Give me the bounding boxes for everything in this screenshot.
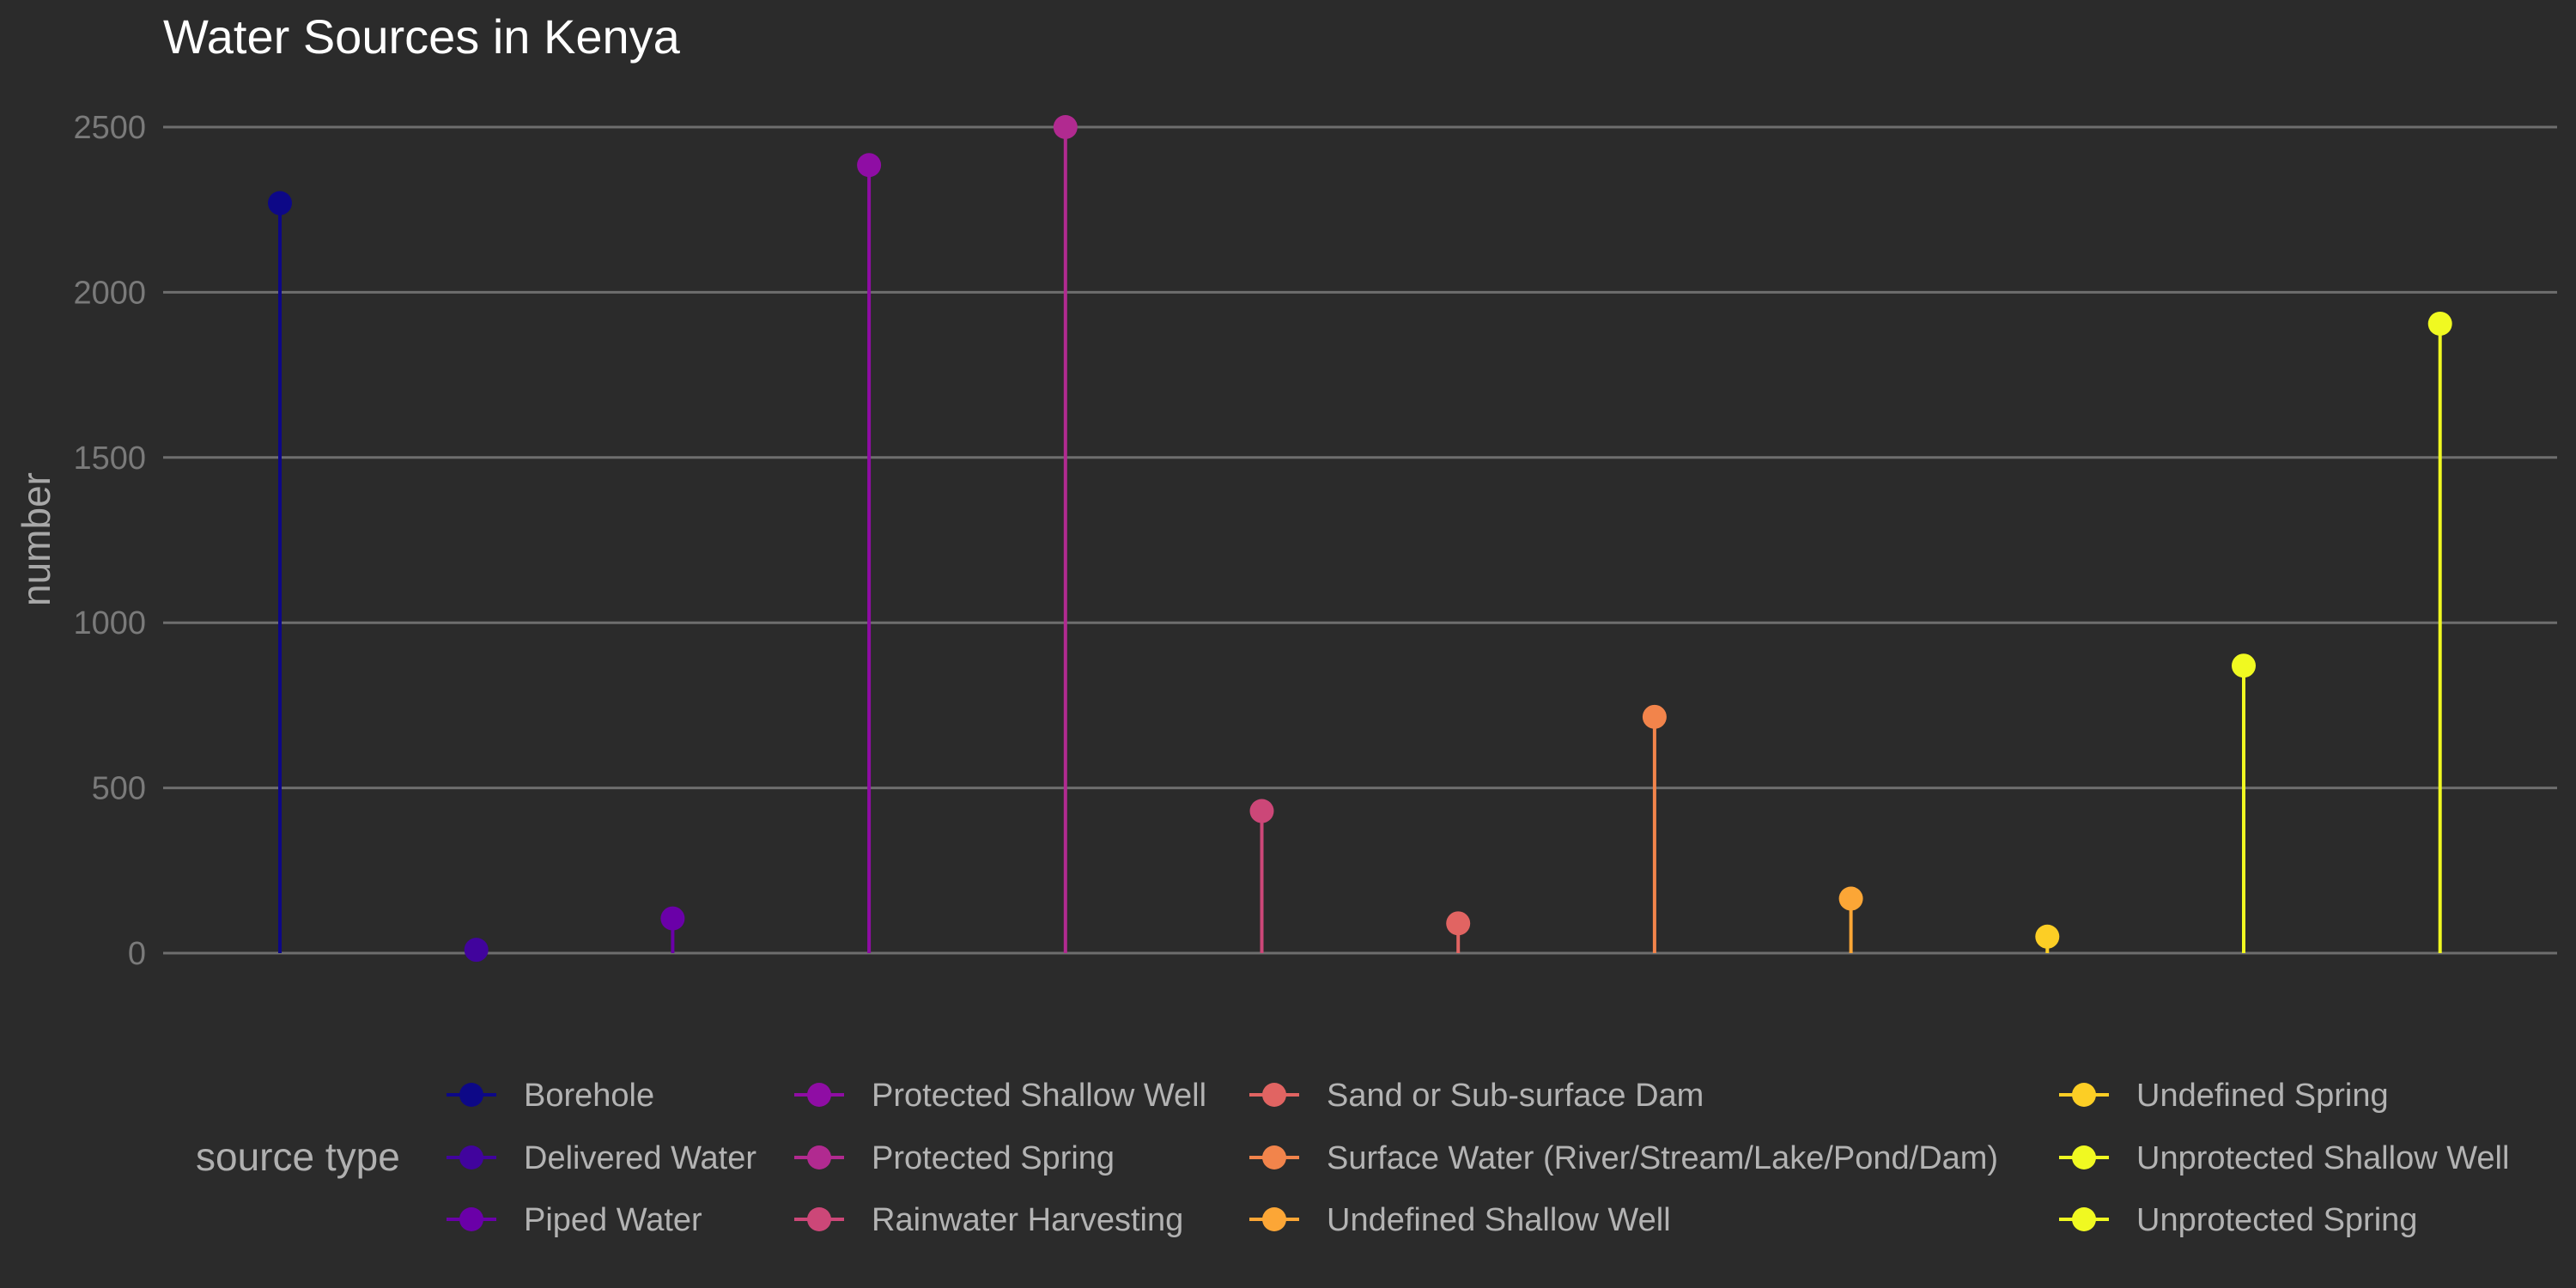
legend-label: Undefined Shallow Well [1327, 1202, 1671, 1238]
lollipop-point [2427, 311, 2452, 336]
legend-label: Surface Water (River/Stream/Lake/Pond/Da… [1327, 1140, 1998, 1176]
y-tick-label: 1500 [73, 440, 146, 477]
y-tick-label: 2500 [73, 110, 146, 146]
legend-label: Unprotected Spring [2136, 1202, 2417, 1238]
legend-item: Protected Shallow Well [794, 1078, 1206, 1114]
y-tick-label: 2000 [73, 275, 146, 311]
lollipop-point [2232, 653, 2256, 678]
legend-key-point [459, 1083, 483, 1107]
chart-title: Water Sources in Kenya [163, 9, 681, 64]
lollipop-point [1642, 704, 1667, 729]
lollipop-point [857, 153, 882, 178]
legend-label: Delivered Water [524, 1140, 756, 1176]
gridlines [163, 125, 2557, 955]
legend-label: Sand or Sub-surface Dam [1327, 1078, 1704, 1114]
legend-label: Protected Spring [872, 1140, 1115, 1176]
lollipop-point [1446, 911, 1471, 936]
legend-key-point [2072, 1207, 2096, 1231]
lollipop-point [660, 906, 685, 931]
lollipop-point [268, 191, 292, 216]
legend-key-point [807, 1145, 831, 1170]
legend-key-point [459, 1145, 483, 1170]
legend-item: Sand or Sub-surface Dam [1249, 1078, 1704, 1114]
legend-label: Piped Water [524, 1202, 702, 1238]
legend-key-point [2072, 1083, 2096, 1107]
legend-item: Borehole [447, 1078, 654, 1114]
legend-label: Protected Shallow Well [872, 1078, 1206, 1114]
legend-title: source type [196, 1134, 400, 1179]
legend-item: Rainwater Harvesting [794, 1202, 1183, 1238]
legend-label: Unprotected Shallow Well [2136, 1140, 2509, 1176]
legend-key-point [1262, 1145, 1286, 1170]
legend-item: Unprotected Shallow Well [2059, 1140, 2509, 1176]
legend-key-point [2072, 1145, 2096, 1170]
lollipop-stems [278, 127, 2442, 953]
lollipop-point [464, 938, 489, 963]
legend-item: Undefined Spring [2059, 1078, 2389, 1114]
lollipop-point [1249, 799, 1274, 823]
legend-label: Borehole [524, 1078, 654, 1114]
y-tick-label: 0 [128, 936, 146, 972]
legend-item: Unprotected Spring [2059, 1202, 2417, 1238]
legend-item: Undefined Shallow Well [1249, 1202, 1671, 1238]
legend: source type Borehole Delivered Water Piped… [196, 1078, 2509, 1238]
lollipop-point [1838, 886, 1863, 911]
legend-key-point [459, 1207, 483, 1231]
legend-key-point [1262, 1083, 1286, 1107]
legend-item: Piped Water [447, 1202, 702, 1238]
lollipop-point [1053, 115, 1078, 139]
lollipop-points [268, 115, 2452, 963]
legend-key-point [807, 1083, 831, 1107]
legend-key-point [1262, 1207, 1286, 1231]
y-tick-label: 1000 [73, 605, 146, 641]
legend-item: Delivered Water [447, 1140, 756, 1176]
legend-label: Rainwater Harvesting [872, 1202, 1183, 1238]
legend-key-point [807, 1207, 831, 1231]
legend-item: Protected Spring [794, 1140, 1115, 1176]
y-axis-ticks: 0 500 1000 1500 2000 2500 [73, 110, 146, 972]
legend-label: Undefined Spring [2136, 1078, 2389, 1114]
legend-item: Surface Water (River/Stream/Lake/Pond/Da… [1249, 1140, 1998, 1176]
legend-items: Borehole Delivered Water Piped Water Protec… [447, 1078, 2509, 1238]
y-tick-label: 500 [92, 771, 146, 807]
y-axis-title: number [14, 472, 58, 606]
lollipop-point [2035, 924, 2060, 949]
